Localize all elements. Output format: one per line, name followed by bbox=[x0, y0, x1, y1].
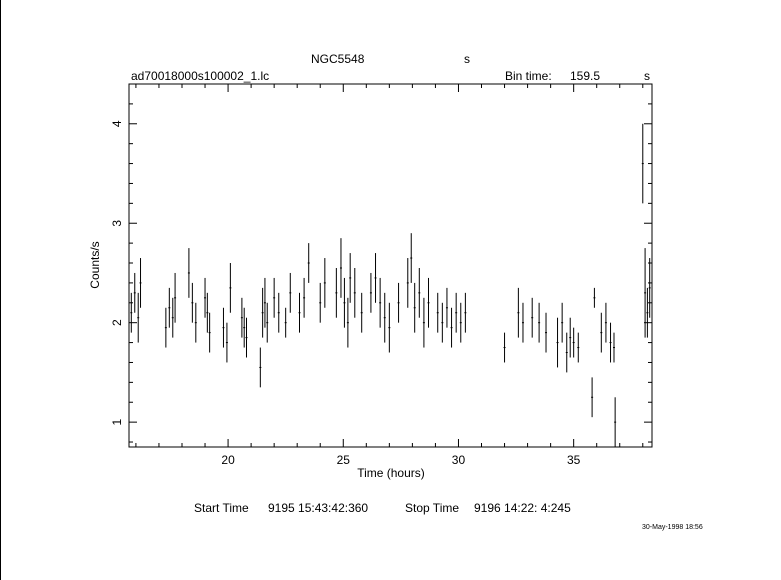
bin-time-value: 159.5 bbox=[570, 69, 601, 83]
window-left-border bbox=[0, 0, 1, 580]
date-stamp: 30-May-1998 18:56 bbox=[642, 524, 703, 531]
object-units-mark: s bbox=[464, 52, 470, 66]
y-tick-label: 4 bbox=[110, 120, 124, 127]
x-tick-label: 35 bbox=[567, 453, 581, 467]
x-axis-label: Time (hours) bbox=[357, 466, 425, 480]
plot-frame bbox=[128, 83, 653, 448]
y-axis-label: Counts/s bbox=[88, 241, 102, 288]
start-time-value: 9195 15:43:42:360 bbox=[268, 501, 369, 515]
x-tick-label: 20 bbox=[221, 453, 235, 467]
y-tick-label: 1 bbox=[110, 418, 124, 425]
x-tick-label: 25 bbox=[337, 453, 351, 467]
start-time-label: Start Time bbox=[194, 501, 249, 515]
bin-time-units: s bbox=[644, 69, 650, 83]
stop-time-label: Stop Time bbox=[405, 501, 460, 515]
stop-time-value: 9196 14:22: 4:245 bbox=[474, 501, 571, 515]
bin-time-label: Bin time: bbox=[505, 69, 552, 83]
y-tick-label: 3 bbox=[110, 220, 124, 227]
object-name: NGC5548 bbox=[311, 52, 365, 66]
axis-tick-labels: 20 25 30 35 1 2 3 4 bbox=[110, 120, 581, 467]
file-name: ad70018000s100002_1.lc bbox=[131, 69, 270, 83]
y-tick-label: 2 bbox=[110, 319, 124, 326]
data-points bbox=[130, 123, 651, 447]
axis-ticks bbox=[129, 83, 652, 447]
x-tick-label: 30 bbox=[452, 453, 466, 467]
